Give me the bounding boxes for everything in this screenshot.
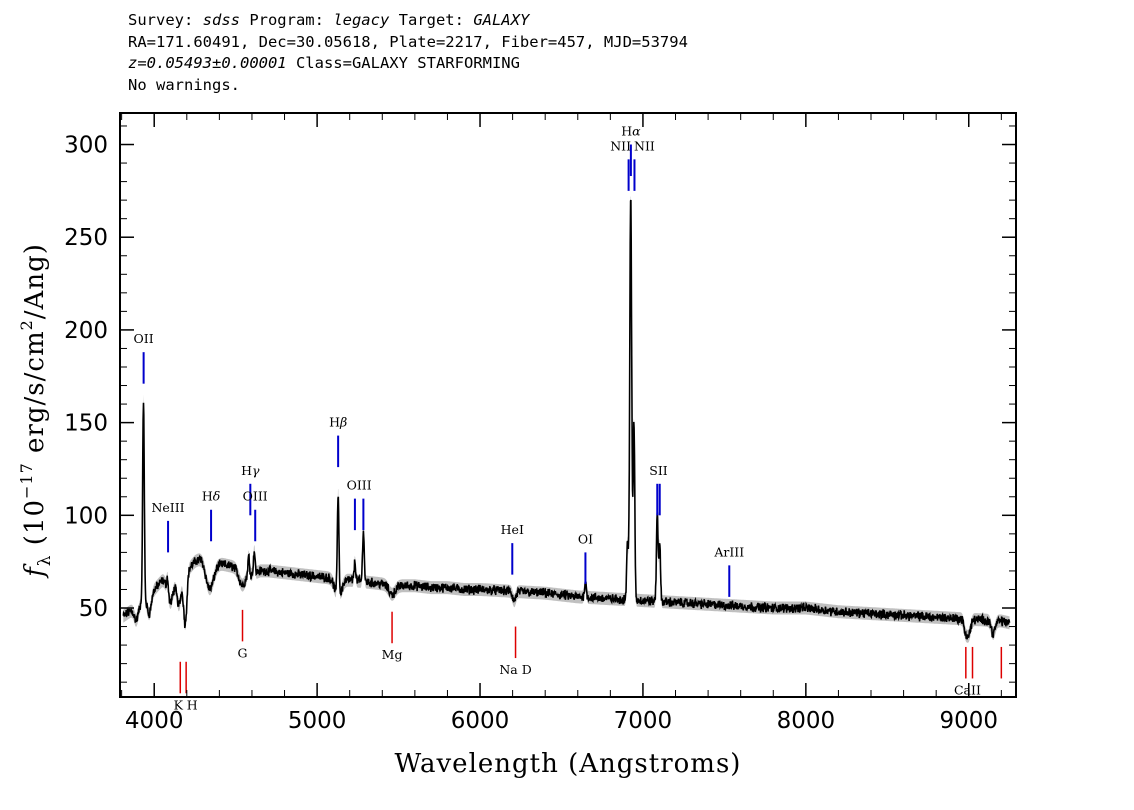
absorption-label: H: [187, 697, 198, 712]
y-tick-label: 50: [79, 596, 108, 622]
program-value: legacy: [333, 11, 390, 29]
x-tick-label: 5000: [288, 708, 347, 734]
absorption-label: K: [174, 697, 184, 712]
absorption-label: Na D: [499, 662, 531, 677]
spectrum-line: [122, 199, 1011, 640]
y-axis-title-f: f: [20, 563, 50, 579]
x-tick-label: 7000: [614, 708, 673, 734]
y-tick-label: 200: [64, 318, 108, 344]
emission-label: Hβ: [329, 415, 347, 430]
plot-frame: [119, 112, 1017, 698]
y-axis-title: fλ (10−17 erg/s/cm2/Ang): [17, 243, 55, 579]
emission-label: NII: [634, 138, 655, 153]
absorption-label: G: [238, 645, 248, 660]
emission-label: OI: [578, 531, 593, 546]
emission-label: OIII: [347, 478, 372, 493]
program-label: Program:: [239, 11, 334, 29]
target-value: GALAXY: [473, 11, 530, 29]
header-line-coordinates: RA=171.60491, Dec=30.05618, Plate=2217, …: [128, 32, 688, 51]
absorption-label: Mg: [382, 647, 403, 662]
spectrum-series: [122, 199, 1011, 640]
y-axis-title-units: erg/s/cm: [20, 330, 50, 462]
axis-ticks: [120, 113, 1016, 697]
emission-label: NeIII: [151, 500, 184, 515]
x-tick-label: 9000: [939, 708, 998, 734]
error-band-area: [123, 196, 1010, 643]
y-axis-title-lambda: λ: [35, 554, 55, 566]
y-tick-label: 250: [64, 225, 108, 251]
y-axis-title-exponent: −17: [17, 462, 36, 499]
survey-label: Survey:: [128, 11, 203, 29]
tick-labels: 4000 5000 6000 7000 8000 9000 50 100 150 200 250 30…: [64, 133, 998, 734]
header-line-redshift: z=0.05493±0.00001 Class=GALAXY STARFORMI…: [128, 53, 688, 75]
emission-label: ArIII: [713, 544, 744, 559]
emission-label: SII: [649, 463, 668, 478]
x-tick-label: 4000: [125, 708, 184, 734]
header-line-survey: Survey: sdss Program: legacy Target: GAL…: [128, 10, 688, 32]
y-tick-label: 150: [64, 411, 108, 437]
spectrum-header: Survey: sdss Program: legacy Target: GAL…: [128, 10, 688, 96]
emission-label: OIII: [243, 489, 268, 504]
emission-label: Hα: [621, 124, 641, 139]
y-tick-label: 100: [64, 503, 108, 529]
x-axis-title: Wavelength (Angstroms): [395, 749, 742, 779]
emission-label: Hγ: [241, 463, 260, 478]
redshift-value: z=0.05493±0.00001: [128, 54, 287, 72]
survey-value: sdss: [202, 11, 240, 29]
emission-label: HeI: [501, 522, 524, 537]
class-value: Class=GALAXY STARFORMING: [286, 54, 520, 72]
target-label: Target:: [389, 11, 474, 29]
error-band: [123, 196, 1010, 643]
x-tick-label: 6000: [451, 708, 510, 734]
emission-label: OII: [134, 331, 154, 346]
x-tick-label: 8000: [777, 708, 836, 734]
header-line-warnings: No warnings.: [128, 75, 240, 94]
emission-label: NII: [610, 138, 631, 153]
y-axis-title-scale: (10: [20, 499, 50, 555]
absorption-label: CaII: [954, 682, 981, 697]
emission-label: Hδ: [202, 489, 220, 504]
y-tick-label: 300: [64, 133, 108, 159]
y-axis-title-per-ang: /Ang): [20, 243, 50, 319]
y-axis-title-squared: 2: [17, 319, 36, 330]
